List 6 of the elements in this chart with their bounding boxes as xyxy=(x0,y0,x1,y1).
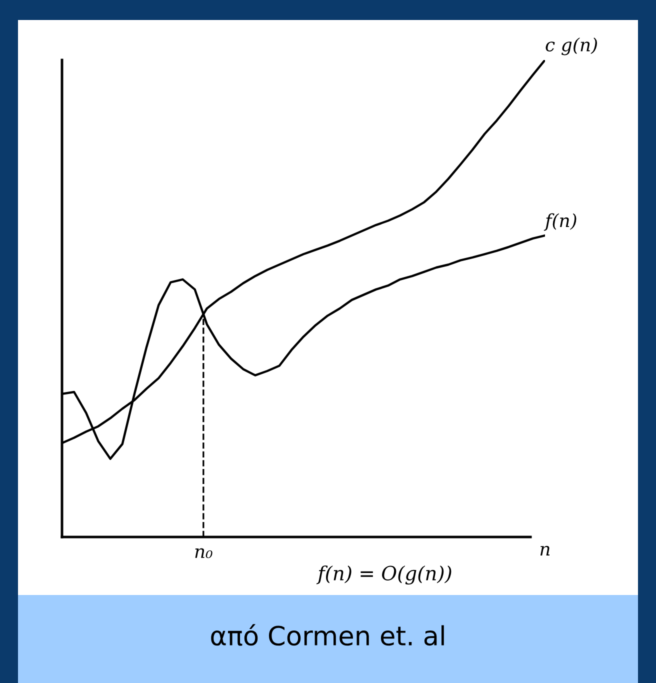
text: f(n) = O(g(n)) xyxy=(316,565,452,585)
text: από Cormen et. al xyxy=(211,624,444,646)
series-label: f(n) xyxy=(544,213,576,231)
series-label: c g(n) xyxy=(546,38,597,56)
text: n₀ xyxy=(195,548,212,558)
x-axis-title: n xyxy=(540,546,550,556)
